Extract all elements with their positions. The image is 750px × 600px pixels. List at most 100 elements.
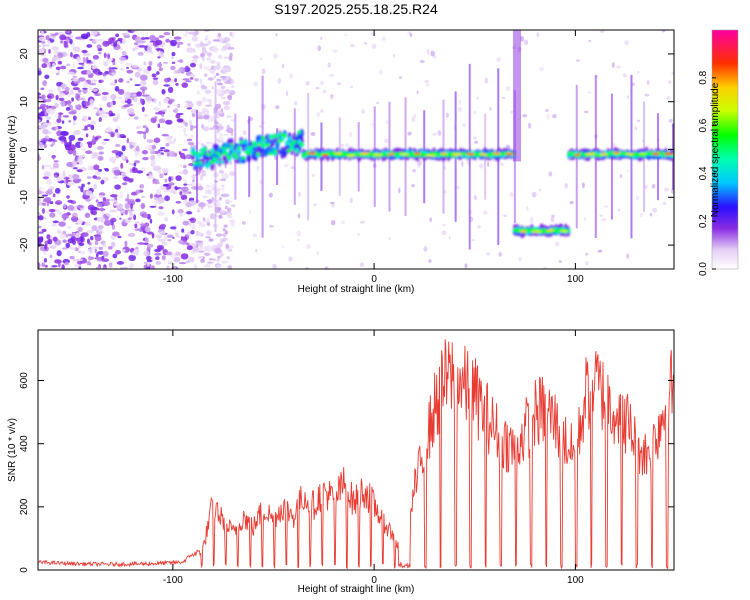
spectrogram-x-label: Height of straight line (km) bbox=[298, 284, 415, 295]
noise-blob bbox=[215, 112, 220, 119]
noise-dot bbox=[312, 173, 315, 177]
noise-dot bbox=[221, 77, 226, 81]
noise-dot bbox=[473, 194, 478, 201]
noise-blob bbox=[110, 94, 117, 100]
spectral-line-peak bbox=[625, 152, 634, 156]
y-tick-label: 200 bbox=[19, 498, 30, 515]
spectrogram-heatmap bbox=[38, 30, 674, 269]
noise-dot bbox=[526, 205, 529, 212]
noise-blob bbox=[158, 201, 162, 205]
spectral-line-cell bbox=[299, 142, 304, 146]
noise-blob bbox=[214, 103, 222, 110]
noise-blob bbox=[223, 224, 228, 228]
noise-blob bbox=[175, 82, 179, 86]
noise-dot bbox=[545, 108, 549, 112]
noise-blob bbox=[92, 107, 99, 110]
noise-blob bbox=[223, 65, 230, 69]
noise-blob bbox=[66, 225, 72, 229]
noise-blob bbox=[150, 159, 156, 165]
noise-blob bbox=[52, 162, 60, 169]
snr-series-line bbox=[38, 339, 674, 570]
spectral-line-cell bbox=[190, 152, 196, 156]
noise-blob bbox=[226, 212, 233, 219]
noise-blob bbox=[200, 142, 205, 147]
noise-blob bbox=[180, 213, 183, 217]
noise-blob bbox=[38, 119, 41, 122]
noise-dot bbox=[207, 99, 212, 102]
noise-blob bbox=[41, 41, 46, 44]
noise-blob bbox=[88, 82, 97, 86]
noise-blob bbox=[173, 36, 182, 40]
noise-dot bbox=[476, 96, 479, 100]
noise-dot bbox=[220, 85, 226, 90]
noise-blob bbox=[186, 245, 193, 251]
noise-blob bbox=[145, 127, 149, 134]
noise-blob bbox=[185, 211, 193, 215]
noise-blob bbox=[212, 39, 220, 42]
noise-blob bbox=[85, 133, 89, 138]
noise-blob bbox=[140, 223, 145, 227]
noise-blob bbox=[76, 169, 83, 173]
noise-blob bbox=[110, 209, 115, 213]
noise-blob bbox=[100, 217, 106, 223]
noise-dot bbox=[419, 60, 425, 63]
noise-blob bbox=[47, 40, 51, 46]
noise-blob bbox=[70, 88, 74, 96]
noise-blob bbox=[95, 171, 101, 175]
noise-dot bbox=[583, 217, 587, 221]
noise-blob bbox=[135, 189, 141, 194]
noise-blob bbox=[120, 135, 127, 139]
noise-dot bbox=[277, 78, 282, 84]
colorbar-tick-label: 0.0 bbox=[698, 262, 709, 276]
noise-dot bbox=[509, 191, 514, 198]
noise-blob bbox=[48, 208, 56, 213]
noise-dot bbox=[256, 165, 259, 172]
noise-blob bbox=[99, 107, 103, 111]
noise-blob bbox=[73, 167, 78, 170]
noise-dot bbox=[284, 163, 289, 167]
noise-blob bbox=[161, 167, 169, 174]
noise-dot bbox=[364, 42, 367, 45]
noise-blob bbox=[78, 245, 82, 249]
noise-dot bbox=[587, 91, 592, 94]
noise-blob bbox=[83, 81, 88, 89]
noise-blob bbox=[186, 42, 191, 47]
noise-blob bbox=[137, 51, 144, 56]
noise-blob bbox=[41, 107, 46, 111]
noise-blob bbox=[38, 67, 42, 71]
noise-dot bbox=[487, 161, 490, 167]
noise-blob bbox=[199, 174, 204, 181]
noise-blob bbox=[108, 262, 113, 268]
noise-blob bbox=[156, 62, 163, 68]
noise-blob bbox=[98, 79, 102, 83]
noise-blob bbox=[156, 244, 164, 250]
spectral-line-cell bbox=[268, 152, 273, 156]
noise-blob bbox=[151, 265, 155, 269]
noise-blob bbox=[182, 120, 186, 125]
noise-blob bbox=[64, 261, 69, 266]
noise-blob bbox=[50, 109, 56, 116]
noise-blob bbox=[129, 112, 135, 115]
noise-blob bbox=[134, 151, 139, 157]
noise-blob bbox=[65, 177, 69, 184]
noise-blob bbox=[49, 245, 57, 249]
noise-blob bbox=[196, 90, 200, 95]
noise-dot bbox=[310, 131, 316, 137]
noise-blob bbox=[42, 128, 49, 135]
noise-blob bbox=[38, 92, 41, 96]
noise-dot bbox=[226, 124, 230, 131]
noise-blob bbox=[56, 176, 63, 182]
noise-blob bbox=[66, 195, 70, 199]
noise-dot bbox=[361, 109, 366, 114]
spectral-line-peak bbox=[651, 152, 660, 156]
noise-dot bbox=[275, 105, 280, 110]
noise-blob bbox=[202, 195, 208, 198]
noise-blob bbox=[84, 221, 88, 225]
noise-dot bbox=[424, 79, 429, 84]
noise-blob bbox=[96, 256, 103, 262]
noise-blob bbox=[66, 71, 75, 75]
noise-blob bbox=[161, 109, 167, 112]
noise-blob bbox=[206, 263, 211, 268]
noise-dot bbox=[360, 220, 365, 224]
noise-blob bbox=[110, 133, 115, 138]
